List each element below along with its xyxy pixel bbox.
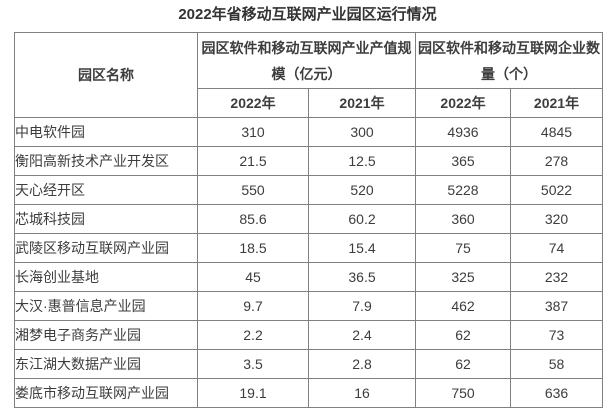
table-row: 芯城科技园 85.6 60.2 360 320 xyxy=(14,204,603,234)
table-row: 中电软件园 310 300 4936 4845 xyxy=(14,117,603,147)
value-cell: 45 xyxy=(197,262,309,292)
table-row: 衡阳高新技术产业开发区 21.5 12.5 365 278 xyxy=(14,146,603,176)
column-header-count-2021: 2021年 xyxy=(510,88,603,118)
value-cell: 7.9 xyxy=(308,291,416,321)
park-name-cell: 武陵区移动互联网产业园 xyxy=(14,233,198,263)
park-name-cell: 长海创业基地 xyxy=(14,262,198,292)
value-cell: 18.5 xyxy=(197,233,309,263)
table-header: 园区名称 园区软件和移动互联网产业产值规模（亿元） 园区软件和移动互联网企业数量… xyxy=(14,32,603,118)
column-header-output-2021: 2021年 xyxy=(308,88,416,118)
value-cell: 75 xyxy=(415,233,511,263)
value-cell: 58 xyxy=(510,349,603,379)
park-name-cell: 大汉·惠普信息产业园 xyxy=(14,291,198,321)
industry-park-table: 园区名称 园区软件和移动互联网产业产值规模（亿元） 园区软件和移动互联网企业数量… xyxy=(14,32,603,408)
table-row: 娄底市移动互联网产业园 19.1 16 750 636 xyxy=(14,378,603,408)
table-row: 大汉·惠普信息产业园 9.7 7.9 462 387 xyxy=(14,291,603,321)
value-cell: 365 xyxy=(415,146,511,176)
value-cell: 278 xyxy=(510,146,603,176)
park-name-cell: 衡阳高新技术产业开发区 xyxy=(14,146,198,176)
value-cell: 62 xyxy=(415,349,511,379)
value-cell: 325 xyxy=(415,262,511,292)
park-name-cell: 天心经开区 xyxy=(14,175,198,205)
column-header-park-name: 园区名称 xyxy=(14,32,198,118)
value-cell: 5022 xyxy=(510,175,603,205)
value-cell: 320 xyxy=(510,204,603,234)
value-cell: 2.8 xyxy=(308,349,416,379)
value-cell: 360 xyxy=(415,204,511,234)
park-name-cell: 娄底市移动互联网产业园 xyxy=(14,378,198,408)
value-cell: 462 xyxy=(415,291,511,321)
table-row: 湘梦电子商务产业园 2.2 2.4 62 73 xyxy=(14,320,603,350)
park-name-cell: 芯城科技园 xyxy=(14,204,198,234)
value-cell: 21.5 xyxy=(197,146,309,176)
value-cell: 5228 xyxy=(415,175,511,205)
value-cell: 16 xyxy=(308,378,416,408)
value-cell: 60.2 xyxy=(308,204,416,234)
page-title: 2022年省移动互联网产业园区运行情况 xyxy=(178,6,437,23)
table-row: 天心经开区 550 520 5228 5022 xyxy=(14,175,603,205)
value-cell: 62 xyxy=(415,320,511,350)
value-cell: 3.5 xyxy=(197,349,309,379)
value-cell: 232 xyxy=(510,262,603,292)
value-cell: 4845 xyxy=(510,117,603,147)
group-header-row: 园区名称 园区软件和移动互联网产业产值规模（亿元） 园区软件和移动互联网企业数量… xyxy=(14,32,603,118)
park-name-cell: 中电软件园 xyxy=(14,117,198,147)
value-cell: 73 xyxy=(510,320,603,350)
column-header-count-2022: 2022年 xyxy=(415,88,511,118)
value-cell: 4936 xyxy=(415,117,511,147)
value-cell: 636 xyxy=(510,378,603,408)
value-cell: 750 xyxy=(415,378,511,408)
table-body: 中电软件园 310 300 4936 4845 衡阳高新技术产业开发区 21.5… xyxy=(14,117,603,408)
value-cell: 19.1 xyxy=(197,378,309,408)
column-group-enterprise-count: 园区软件和移动互联网企业数量（个） xyxy=(415,32,603,89)
value-cell: 85.6 xyxy=(197,204,309,234)
park-name-cell: 湘梦电子商务产业园 xyxy=(14,320,198,350)
value-cell: 300 xyxy=(308,117,416,147)
year-header-row: 2022年 2021年 2022年 2021年 xyxy=(15,88,603,118)
value-cell: 2.4 xyxy=(308,320,416,350)
value-cell: 15.4 xyxy=(308,233,416,263)
value-cell: 310 xyxy=(197,117,309,147)
value-cell: 12.5 xyxy=(308,146,416,176)
value-cell: 387 xyxy=(510,291,603,321)
value-cell: 550 xyxy=(197,175,309,205)
value-cell: 36.5 xyxy=(308,262,416,292)
value-cell: 74 xyxy=(510,233,603,263)
park-name-cell: 东江湖大数据产业园 xyxy=(14,349,198,379)
value-cell: 9.7 xyxy=(197,291,309,321)
value-cell: 520 xyxy=(308,175,416,205)
table-row: 长海创业基地 45 36.5 325 232 xyxy=(14,262,603,292)
column-group-output-value: 园区软件和移动互联网产业产值规模（亿元） xyxy=(197,32,416,89)
table-row: 武陵区移动互联网产业园 18.5 15.4 75 74 xyxy=(14,233,603,263)
column-header-output-2022: 2022年 xyxy=(197,88,309,118)
value-cell: 2.2 xyxy=(197,320,309,350)
table-row: 东江湖大数据产业园 3.5 2.8 62 58 xyxy=(14,349,603,379)
